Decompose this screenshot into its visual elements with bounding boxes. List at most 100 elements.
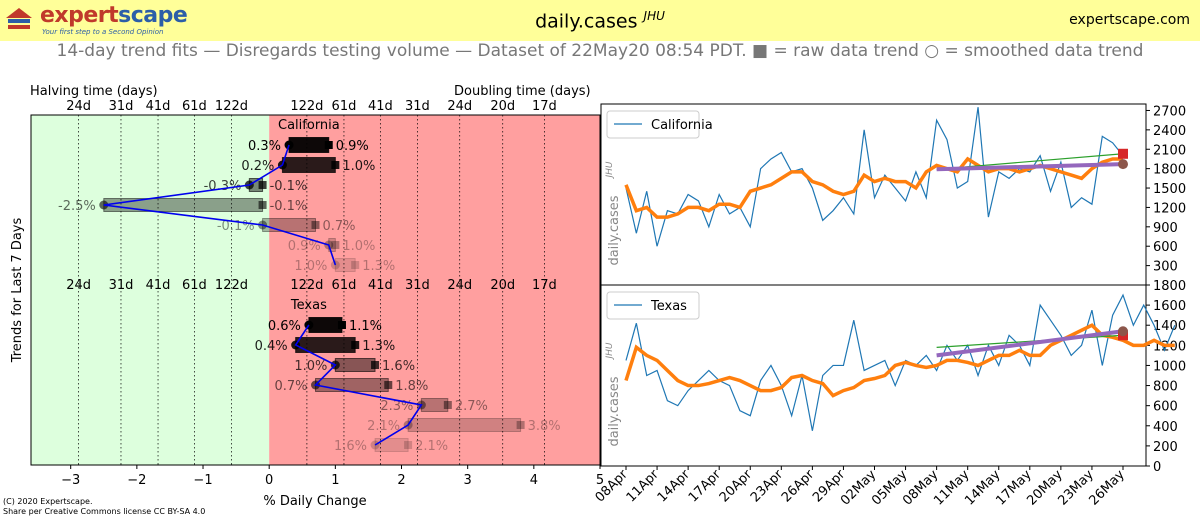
date-tick-label: 11May [931,467,973,509]
y-tick-label: 900 [1153,221,1178,236]
smoothed-trend-marker [330,360,340,370]
raw-trend-end-marker [1118,148,1128,159]
date-tick-label: 05May [869,467,911,509]
date-tick-label: 14May [962,467,1004,509]
raw-trend-marker [311,221,320,229]
logo-icon [6,8,32,29]
left-value-label: 2.1% [367,419,400,434]
right-value-label: 1.0% [342,159,375,174]
right-value-label: 1.3% [362,339,395,354]
date-tick-label: 26Apr [779,467,818,506]
smoothed-data-line [624,156,1123,219]
date-tick-label: 26May [1087,467,1129,509]
date-tick-label: 11Apr [624,467,663,506]
y-tick-label: 1800 [1153,279,1186,294]
date-tick-label: 20Apr [717,467,756,506]
raw-trend-marker [331,161,340,169]
left-value-label: -0.3% [204,179,242,194]
right-value-label: 2.1% [415,439,448,454]
raw-trend-marker [371,361,380,369]
y-tick-label: 1000 [1153,359,1186,374]
legend-box [606,110,700,139]
raw-trend-marker [258,181,267,189]
trend-bar [328,238,336,252]
left-value-label: 2.3% [380,399,413,414]
doubling-tick-label: 20d [490,99,515,114]
trend-bar [281,157,336,173]
x-tick-label: −1 [193,473,212,488]
doubling-tick-label: 20d [490,278,515,293]
smoothed-trend-marker [403,420,413,430]
x-tick-label: 2 [397,473,405,488]
x-tick-label: 0 [265,473,273,488]
left-value-label: 1.6% [334,439,367,454]
doubling-tick-label: 24d [447,278,472,293]
smoothed-data-line [624,323,1175,398]
logo-accent: scape [118,3,188,28]
y-axis-label: Trends for Last 7 Days [10,218,25,364]
y-tick-label: 2100 [1153,143,1186,158]
date-tick-label: 17May [993,467,1035,509]
x-axis-label: % Daily Change [263,494,366,509]
title-main: daily.cases [535,10,638,33]
logo-wordmark[interactable]: expertscape [40,3,188,28]
left-value-label: 0.4% [255,339,288,354]
smoothed-trend-marker [311,380,320,390]
left-value-label: 0.6% [268,319,301,334]
left-value-label: 0.2% [241,159,274,174]
y-tick-label: 1600 [1153,299,1186,314]
logo-main: expert [40,3,119,28]
subtitle: 14-day trend fits — Disregards testing v… [56,41,1144,61]
doubling-tick-label: 24d [447,99,472,114]
x-tick-label: −2 [127,473,146,488]
site-link[interactable]: expertscape.com [1069,12,1190,28]
footer-license: Share per Creative Commons license CC BY… [3,507,206,516]
smoothed-trend-marker [284,140,294,150]
raw-trend-fit-line [936,153,1124,170]
smoothed-trend-marker [304,320,314,330]
halving-axis-label: Halving time (days) [30,84,158,99]
raw-trend-marker [351,341,360,349]
trend-bar [248,178,264,192]
bar-chart-frame [30,114,601,466]
date-tick-label: 08Apr [593,467,632,506]
y-tick-label: 1400 [1153,319,1186,334]
trend-bar [407,418,522,432]
raw-trend-marker [258,201,267,209]
raw-trend-marker [331,241,340,249]
footer-copyright: (C) 2020 Expertscape. [3,497,93,506]
doubling-tick-label: 61d [332,99,357,114]
smoothed-trend-marker [324,240,334,250]
doubling-tick-label: 122d [290,278,323,293]
trend-bar [374,438,409,452]
smoothed-trend-marker [330,260,340,270]
smoothed-trend-marker [416,400,426,410]
smoothed-trend-marker [244,180,254,190]
texas-chart-frame [600,284,1147,467]
raw-data-line [625,293,1176,431]
y-tick-label: 1800 [1153,163,1186,178]
right-value-label: -0.1% [270,179,308,194]
right-value-label: -0.1% [270,199,308,214]
header-bar: expertscape Your first step to a Second … [0,0,1200,41]
smoothed-trend-marker [277,160,287,170]
date-tick-label: 29Apr [810,467,849,506]
trend-connector-line [103,144,337,266]
x-tick-label: 5 [596,473,604,488]
title-sup: JHU [643,9,665,23]
date-tick-label: 02May [838,467,880,509]
doubling-tick-label: 17d [532,99,557,114]
doubling-tick-label: 41d [368,278,393,293]
date-tick-label: 08May [900,467,942,509]
date-tick-label: 20May [1024,467,1066,509]
y-tick-label: 2700 [1153,104,1186,119]
halving-tick-label: 41d [146,99,171,114]
y-axis-label-sup: JHU [605,342,615,360]
left-value-label: -2.5% [58,199,96,214]
halving-tick-label: 31d [109,99,134,114]
right-value-label: 0.9% [336,139,369,154]
doubling-tick-label: 17d [532,278,557,293]
trend-bar [288,137,330,153]
date-tick-label: 23May [1055,467,1097,509]
smoothed-trend-end-marker [1118,159,1128,170]
